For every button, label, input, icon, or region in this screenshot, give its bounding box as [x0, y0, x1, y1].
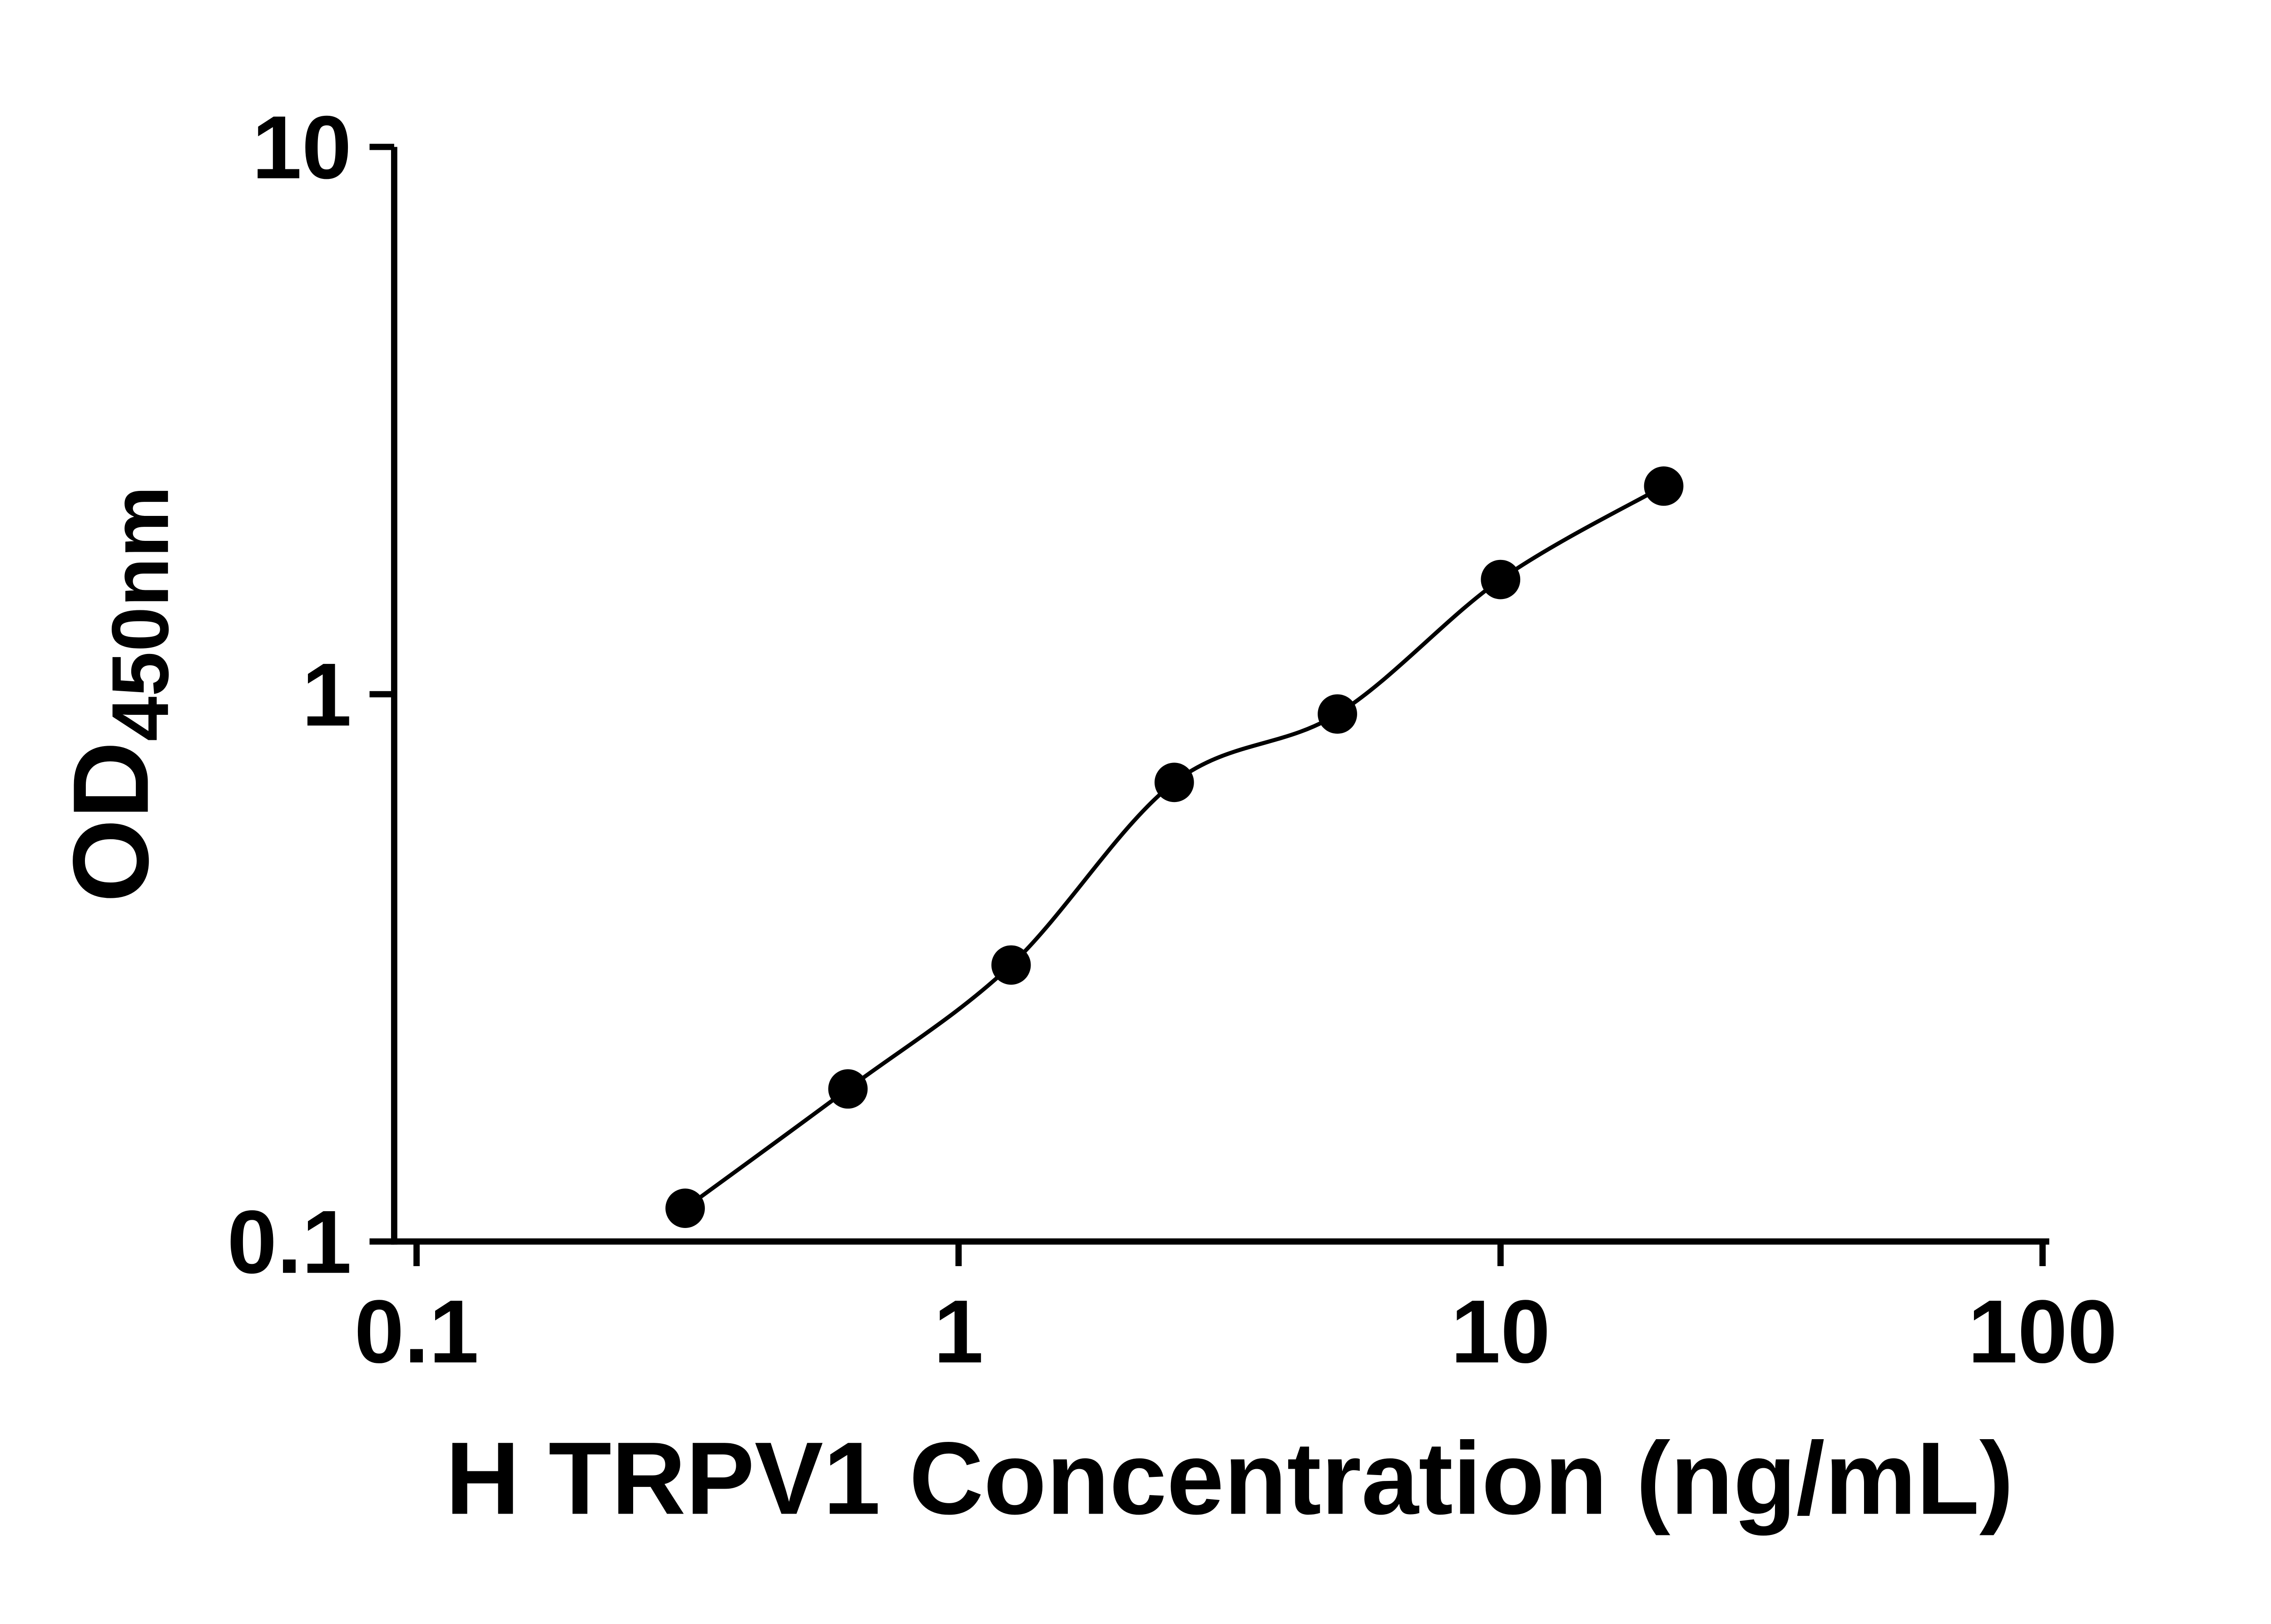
tick-labels: 0.1 1 10 100 0.1 1 10 [227, 97, 2117, 1381]
data-points [665, 466, 1684, 1228]
data-point [1644, 466, 1684, 506]
data-point [991, 945, 1031, 985]
y-axis-title-main: OD [51, 741, 171, 902]
x-tick-label: 0.1 [354, 1281, 479, 1381]
x-tick-label: 1 [934, 1281, 984, 1381]
y-axis-title-subscript: 450nm [95, 486, 185, 741]
y-tick-label: 10 [252, 97, 352, 198]
data-point [828, 1069, 868, 1109]
data-point [1318, 694, 1357, 734]
x-tick-label: 100 [1968, 1281, 2117, 1381]
y-tick-label: 0.1 [227, 1192, 352, 1292]
data-point [665, 1188, 705, 1228]
y-tick-label: 1 [302, 644, 352, 745]
data-point [1154, 762, 1194, 802]
data-point [1481, 559, 1521, 599]
x-tick-label: 10 [1451, 1281, 1550, 1381]
x-axis-title: H TRPV1 Concentration (ng/mL) [446, 1421, 2014, 1536]
axes [369, 144, 2049, 1266]
y-axis-title: OD450nm [51, 486, 185, 902]
